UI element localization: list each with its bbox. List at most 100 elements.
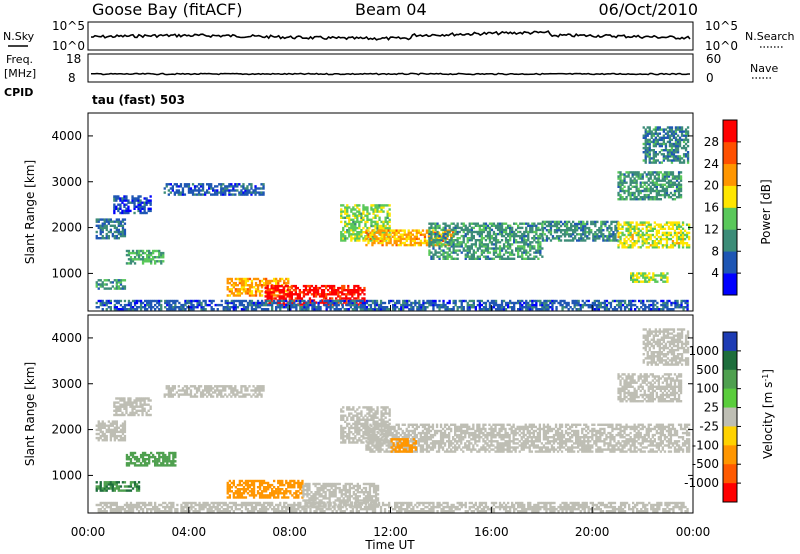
echo-cell — [137, 489, 141, 492]
echo-cell — [496, 224, 500, 227]
echo-cell — [199, 189, 203, 192]
echo-cell — [474, 241, 477, 244]
echo-cell — [358, 237, 361, 240]
echo-cell — [238, 492, 241, 495]
echo-cell — [232, 393, 235, 396]
echo-cell — [549, 229, 553, 232]
echo-cell — [123, 403, 126, 406]
echo-cell — [444, 245, 447, 248]
echo-cell — [507, 243, 510, 246]
echo-cell — [115, 287, 118, 290]
echo-cell — [154, 464, 157, 467]
echo-cell — [684, 299, 687, 303]
echo-cell — [678, 128, 682, 131]
echo-cell — [635, 221, 638, 224]
echo-cell — [351, 295, 354, 298]
echo-cell — [234, 393, 237, 396]
echo-cell — [652, 155, 655, 158]
power-heatmap — [95, 126, 691, 311]
echo-cell — [119, 224, 123, 227]
echo-cell — [641, 237, 644, 241]
echo-cell — [254, 185, 257, 188]
echo-cell — [661, 183, 664, 186]
echo-cell — [361, 297, 364, 300]
echo-cell — [250, 395, 253, 398]
echo-cell — [335, 306, 338, 309]
echo-cell — [335, 299, 338, 303]
echo-cell — [402, 308, 405, 311]
echo-cell — [472, 237, 475, 240]
echo-cell — [127, 207, 130, 210]
echo-cell — [186, 306, 189, 309]
echo-cell — [578, 239, 581, 242]
echo-cell — [623, 306, 627, 309]
echo-cell — [341, 293, 344, 296]
echo-cell — [189, 393, 193, 396]
echo-cell — [363, 286, 366, 290]
echo-cell — [668, 159, 672, 162]
echo-cell — [285, 299, 288, 303]
echo-cell — [176, 299, 179, 303]
echo-cell — [664, 274, 667, 277]
echo-cell — [655, 187, 658, 191]
echo-cell — [99, 436, 102, 440]
echo-cell — [299, 299, 302, 303]
echo-cell — [201, 185, 205, 188]
echo-cell — [372, 204, 375, 207]
echo-cell — [667, 231, 671, 235]
echo-cell — [684, 149, 688, 152]
echo-cell — [509, 224, 512, 227]
echo-cell — [333, 308, 336, 311]
echo-cell — [608, 235, 611, 238]
echo-cell — [683, 237, 687, 241]
echo-cell — [559, 229, 563, 232]
echo-cell — [677, 191, 681, 195]
echo-cell — [488, 230, 492, 234]
echo-cell — [135, 403, 138, 406]
echo-cell — [248, 277, 252, 281]
echo-cell — [202, 306, 205, 309]
echo-cell — [608, 226, 611, 230]
echo-cell — [143, 197, 146, 200]
echo-cell — [135, 397, 138, 400]
echo-cell — [242, 284, 246, 287]
echo-cell — [490, 301, 494, 305]
echo-cell — [563, 231, 567, 234]
echo-cell — [571, 308, 574, 311]
echo-cell — [643, 189, 646, 193]
echo-cell — [531, 241, 534, 244]
echo-cell — [661, 246, 664, 249]
echo-cell — [355, 306, 358, 309]
echo-cell — [379, 233, 382, 236]
echo-cell — [282, 297, 285, 300]
echo-cell — [621, 173, 624, 176]
echo-cell — [119, 199, 122, 202]
echo-cell — [385, 241, 388, 245]
echo-cell — [594, 239, 597, 242]
echo-cell — [185, 393, 189, 396]
echo-cell — [436, 303, 439, 307]
echo-cell — [470, 255, 473, 258]
echo-cell — [148, 462, 151, 465]
echo-cell — [434, 232, 437, 236]
echo-cell — [600, 222, 603, 226]
echo-cell — [619, 303, 623, 307]
echo-cell — [344, 222, 347, 226]
echo-cell — [633, 193, 636, 197]
echo-cell — [629, 198, 632, 201]
echo-cell — [164, 301, 167, 305]
echo-cell — [99, 303, 102, 307]
echo-cell — [127, 209, 130, 213]
echo-cell — [358, 214, 361, 217]
echo-cell — [425, 229, 429, 232]
echo-cell — [592, 239, 595, 242]
echo-cell — [648, 153, 651, 156]
echo-cell — [240, 299, 244, 303]
echo-cell — [650, 299, 653, 303]
echo-cell — [103, 220, 106, 223]
echo-cell — [662, 142, 665, 146]
echo-cell — [294, 297, 297, 300]
echo-cell — [137, 253, 141, 257]
echo-cell — [630, 299, 633, 303]
echo-cell — [468, 308, 471, 311]
